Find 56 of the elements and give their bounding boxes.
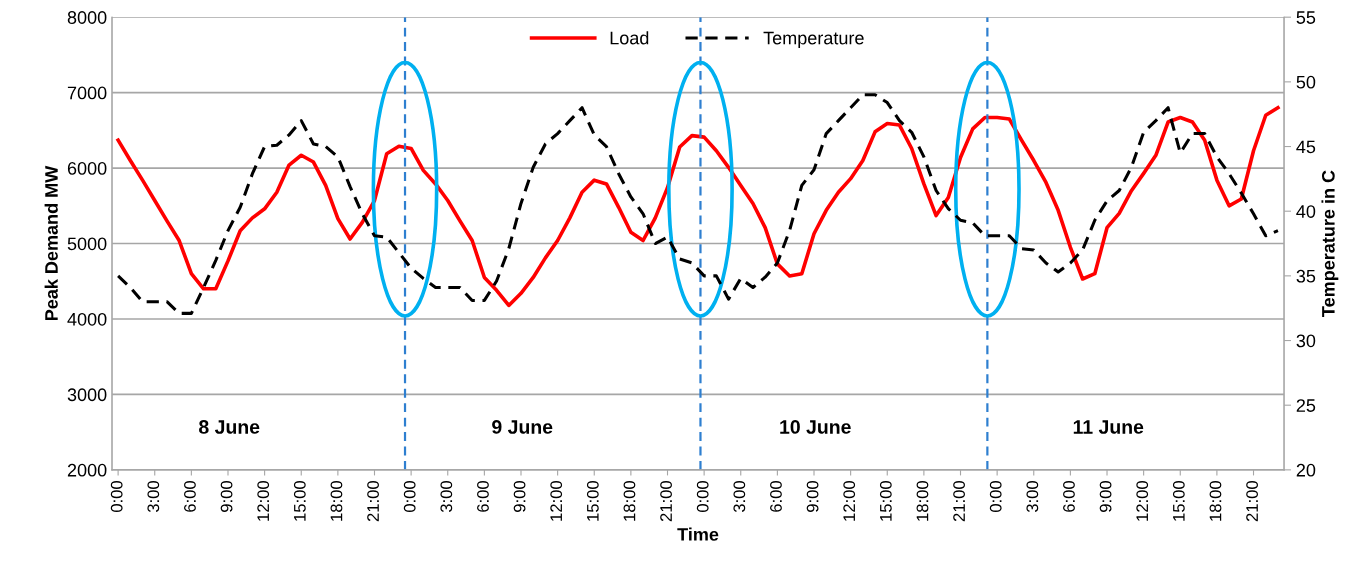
y2-tick-label: 30: [1296, 334, 1316, 348]
x-tick-label: 3:00: [733, 480, 746, 513]
x-tick-label: 3:00: [1026, 480, 1039, 513]
x-tick-label: 15:00: [586, 480, 599, 521]
x-tick-label: 12:00: [843, 480, 856, 521]
y2-tick-label: 40: [1296, 205, 1316, 218]
y2-axis-title: Temperature in C: [1321, 170, 1339, 317]
x-axis-title: Time: [677, 527, 719, 541]
x-tick-label: 0:00: [696, 480, 709, 513]
x-tick-label: 12:00: [550, 480, 563, 521]
x-tick-label: 6:00: [184, 480, 196, 512]
x-tick-label: 0:00: [403, 480, 416, 513]
x-tick-label: 21:00: [660, 480, 672, 522]
x-tick-label: 21:00: [1246, 480, 1258, 522]
x-tick-label: 9:00: [220, 480, 233, 512]
x-tick-label: 15:00: [879, 480, 892, 521]
legend-label: Load: [610, 31, 649, 45]
y2-tick-label: 50: [1296, 75, 1316, 89]
y-tick-label: 5000: [67, 237, 107, 251]
y-tick-label: 7000: [67, 86, 107, 100]
y-tick-label: 8000: [67, 11, 107, 24]
x-tick-label: 15:00: [293, 480, 306, 521]
y2-tick-label: 45: [1296, 140, 1316, 154]
annotation: 8 June: [199, 420, 260, 434]
x-tick-label: 0:00: [989, 480, 1002, 513]
x-tick-label: 6:00: [477, 480, 489, 512]
x-tick-label: 9:00: [806, 480, 819, 512]
x-tick-label: 18:00: [623, 480, 636, 521]
x-tick-label: 18:00: [1209, 480, 1222, 521]
x-tick-label: 9:00: [1099, 480, 1112, 512]
x-tick-label: 6:00: [1063, 480, 1075, 512]
x-tick-label: 18:00: [330, 480, 343, 521]
annotation: 9 June: [492, 420, 553, 434]
x-tick-label: 0:00: [110, 480, 123, 513]
x-tick-label: 15:00: [1172, 480, 1185, 521]
x-tick-label: 21:00: [367, 480, 379, 522]
y-axis-title: Peak Demand MW: [44, 165, 58, 321]
y-tick-label: 6000: [67, 162, 107, 175]
x-tick-label: 3:00: [147, 480, 160, 513]
legend-label: Temperature: [763, 31, 864, 49]
x-tick-label: 6:00: [770, 480, 782, 512]
x-tick-label: 9:00: [513, 480, 526, 512]
y2-tick-label: 25: [1296, 399, 1316, 412]
y2-tick-label: 35: [1296, 269, 1316, 283]
y-tick-label: 4000: [67, 312, 107, 326]
x-tick-label: 18:00: [916, 480, 929, 521]
y-tick-label: 2000: [67, 463, 107, 477]
y2-tick-label: 20: [1296, 463, 1316, 477]
annotation: 11 June: [1073, 420, 1144, 434]
y-tick-label: 3000: [67, 388, 107, 402]
x-tick-label: 12:00: [1136, 480, 1149, 521]
x-tick-label: 12:00: [257, 480, 270, 521]
y2-tick-label: 55: [1296, 11, 1316, 24]
x-tick-label: 3:00: [440, 480, 453, 513]
annotation: 10 June: [780, 420, 851, 434]
x-tick-label: 21:00: [953, 480, 965, 522]
